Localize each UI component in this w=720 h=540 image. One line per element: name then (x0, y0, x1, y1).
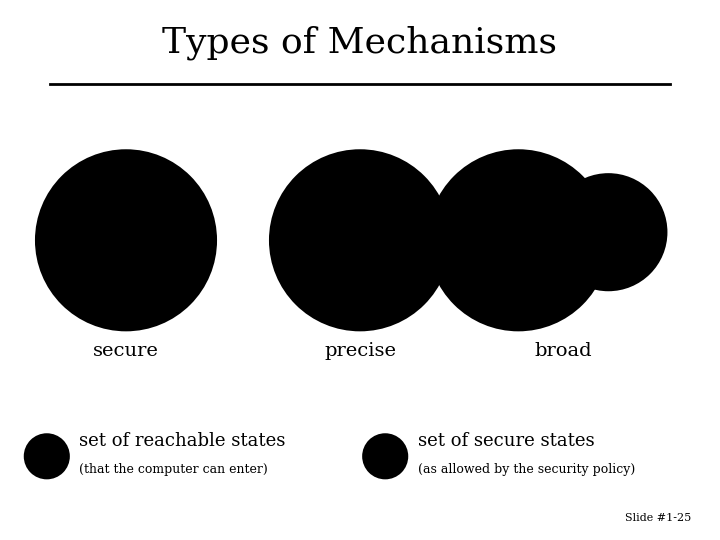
Ellipse shape (428, 150, 608, 330)
Text: broad: broad (534, 342, 593, 360)
Ellipse shape (68, 183, 184, 298)
Ellipse shape (36, 150, 216, 330)
Text: set of reachable states: set of reachable states (79, 432, 286, 450)
Text: Types of Mechanisms: Types of Mechanisms (163, 26, 557, 60)
Text: Slide #1-25: Slide #1-25 (625, 514, 691, 523)
Ellipse shape (550, 174, 667, 290)
Text: precise: precise (324, 342, 396, 360)
Text: set of secure states: set of secure states (418, 432, 594, 450)
Text: (that the computer can enter): (that the computer can enter) (79, 463, 268, 476)
Text: (as allowed by the security policy): (as allowed by the security policy) (418, 463, 635, 476)
Ellipse shape (24, 434, 69, 478)
Text: secure: secure (93, 342, 159, 360)
Ellipse shape (270, 150, 450, 330)
Ellipse shape (363, 434, 408, 478)
